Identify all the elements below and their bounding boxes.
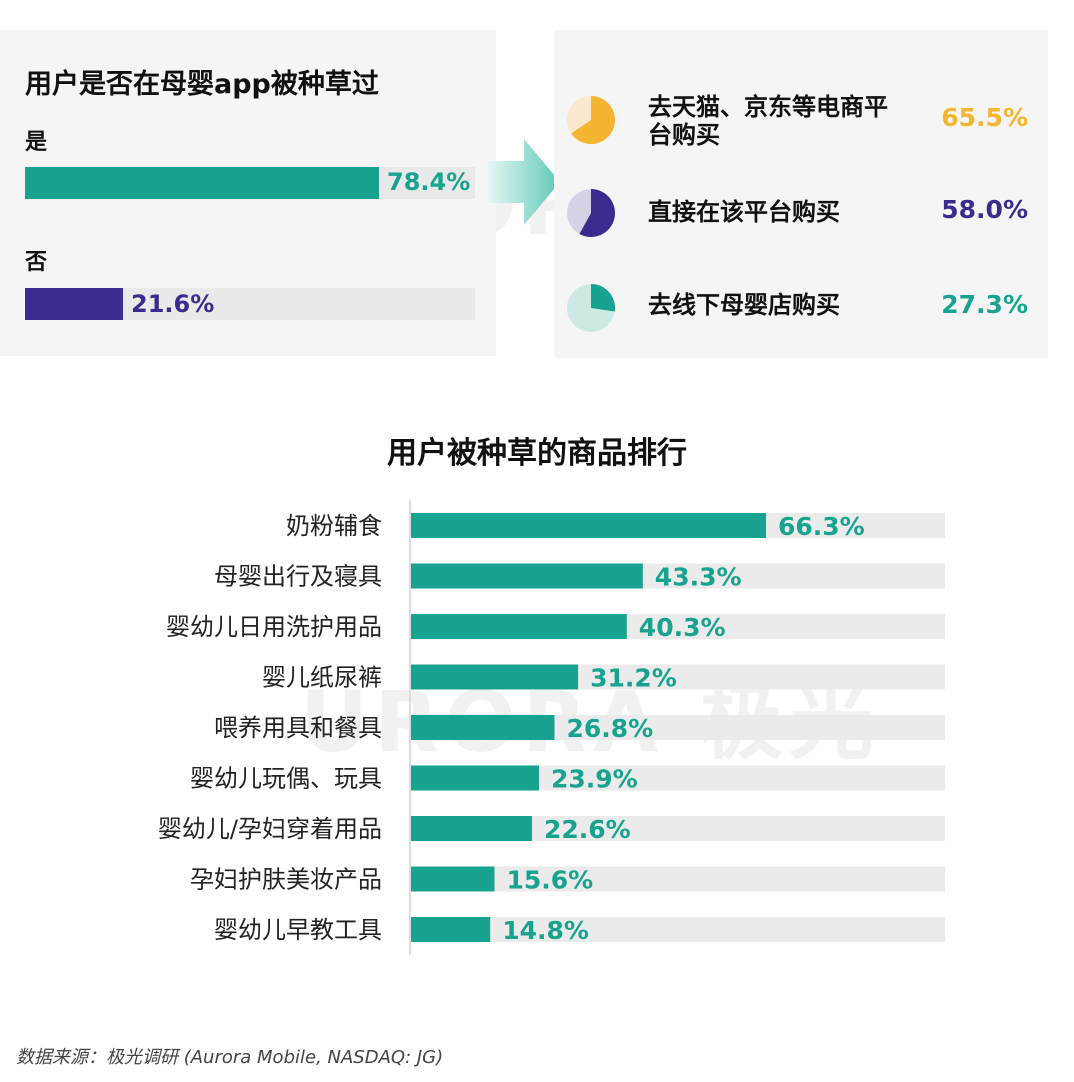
pie-slice-offline [591,284,616,312]
rank-axis-line [409,500,411,955]
rank-value-label: 43.3% [655,563,742,592]
rank-bar [411,614,627,639]
bar-value-no: 21.6% [131,290,215,318]
pie-value-offline: 27.3% [941,290,1028,319]
rank-bar [411,563,643,589]
rank-value-label: 22.6% [544,815,631,844]
bar-value-yes: 78.4% [387,168,471,196]
pie-icon-offline [567,284,616,332]
bar-label-yes: 是 [25,130,48,155]
pie-slice-ecommerce [571,96,615,144]
rank-bar-track [411,816,945,841]
rank-bar-track [411,917,945,942]
pie-icon-direct [567,189,616,237]
bar-track-yes [25,167,475,199]
rank-category-label: 母婴出行及寝具 [214,563,382,591]
rank-bar-track [411,614,945,639]
rank-bar [411,816,532,841]
rank-bar-track [411,866,945,892]
watermark-middle: URORA 极光 [300,673,880,771]
rank-value-label: 14.8% [502,916,589,945]
rank-category-label: 婴幼儿/孕妇穿着用品 [158,815,382,843]
arrow-right-icon [488,139,560,225]
pie-icon-ecommerce [567,96,615,144]
right-panel [554,30,1048,358]
bar-fill-yes [25,167,379,199]
pie-label-ecommerce-line2: 台购买 [648,121,720,149]
pie-row-direct: 直接在该平台购买 58.0% [566,188,1036,238]
left-panel-title: 用户是否在母婴app被种草过 [25,69,379,100]
pie-label-ecommerce-line1: 去天猫、京东等电商平 [648,93,888,121]
rank-bar-track [411,563,945,589]
pie-value-ecommerce: 65.5% [941,103,1028,132]
rank-category-label: 奶粉辅食 [286,512,382,540]
rank-category-label: 孕妇护肤美妆产品 [190,866,382,894]
source-note: 数据来源：极光调研 (Aurora Mobile, NASDAQ: JG) [16,1047,444,1068]
rank-bar [411,917,491,942]
rank-chart-title: 用户被种草的商品排行 [387,436,687,471]
pie-slice-direct [579,189,616,237]
pie-label-offline: 去线下母婴店购买 [648,291,840,319]
bar-track-no [25,288,475,320]
pie-label-direct: 直接在该平台购买 [648,198,840,226]
rank-bar [411,866,495,892]
pie-row-ecommerce: 去天猫、京东等电商平 台购买 65.5% [566,93,1036,155]
rank-category-label: 婴幼儿日用洗护用品 [166,613,382,641]
rank-value-label: 15.6% [507,866,594,895]
rank-value-label: 40.3% [639,613,726,642]
bar-label-no: 否 [25,250,48,275]
pie-row-offline: 去线下母婴店购买 27.3% [566,283,1036,333]
bar-fill-no [25,288,123,320]
rank-category-label: 婴幼儿早教工具 [214,916,382,944]
rank-bar-track [411,513,945,538]
rank-value-label: 66.3% [778,512,865,541]
pie-value-direct: 58.0% [941,195,1028,224]
rank-bar [411,513,766,538]
